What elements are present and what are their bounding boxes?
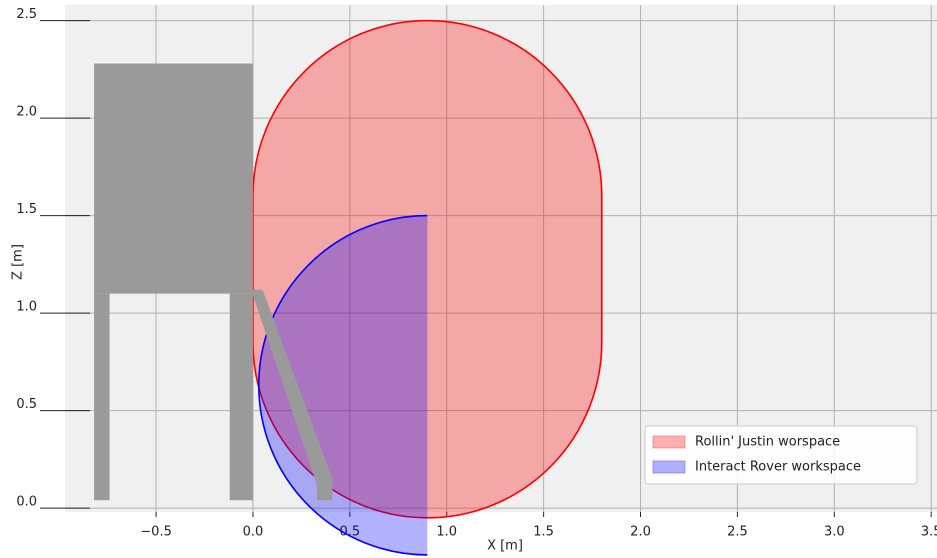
x-tick-label: 2.5: [727, 525, 748, 540]
x-tick-label: 1.0: [436, 525, 457, 540]
y-tick-label: 1.0: [16, 300, 37, 315]
x-tick-label: −0.5: [140, 525, 172, 540]
x-tick-label: 3.5: [921, 525, 937, 540]
robot-part: [94, 64, 253, 294]
chart: X [m] Z [m] −0.5 0.0 0.5 1.0 1.5 2.0 2.5 3.0 3.5…: [0, 0, 937, 558]
y-tick-label: 0.0: [16, 495, 37, 510]
x-tick-label: 3.0: [824, 525, 845, 540]
y-axis-label: Z [m]: [11, 244, 26, 280]
y-tick-label: 0.5: [16, 397, 37, 412]
x-tick-label: 2.0: [630, 525, 651, 540]
legend-label: Rollin' Justin worspace: [695, 435, 840, 450]
robot-part: [230, 294, 253, 501]
x-tick-label: 0.0: [243, 525, 264, 540]
y-tick-label: 2.0: [16, 105, 37, 120]
y-tick-label: 1.5: [16, 202, 37, 217]
x-axis-label: X [m]: [487, 539, 523, 554]
legend-swatch: [653, 461, 685, 473]
x-tick-label: 1.5: [533, 525, 554, 540]
y-tick-label: 2.5: [16, 7, 37, 22]
legend-swatch: [653, 436, 685, 448]
robot-part: [94, 294, 110, 501]
legend-label: Interact Rover workspace: [695, 460, 861, 475]
